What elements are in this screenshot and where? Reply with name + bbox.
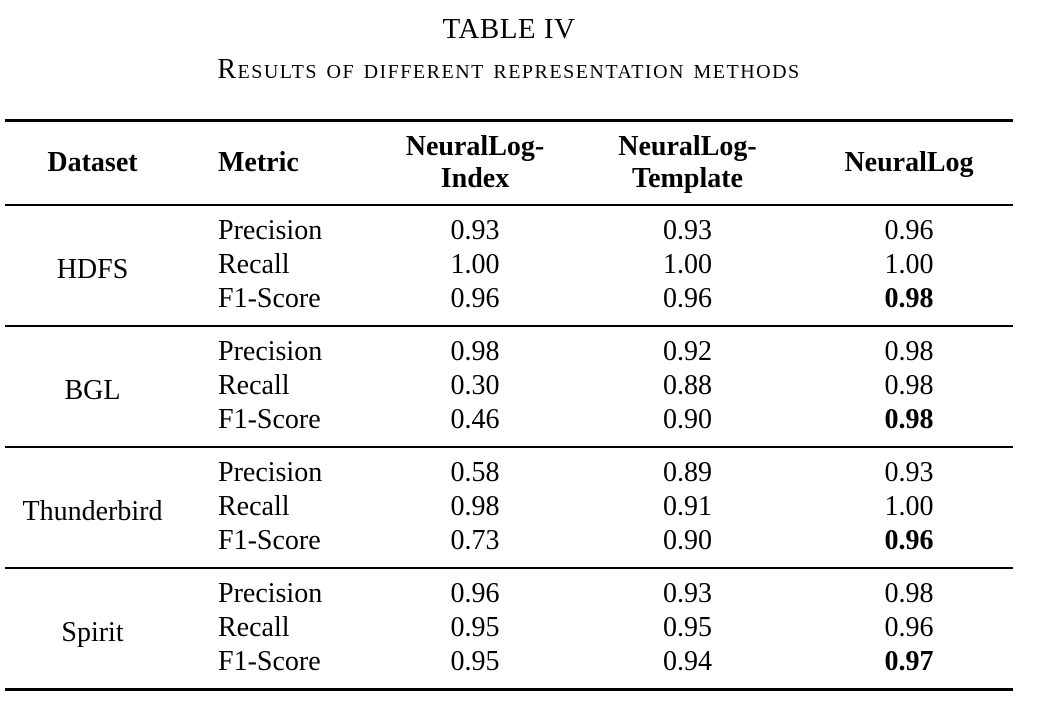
value-cell: 0.96	[884, 525, 934, 556]
col-header-neurallog-index: NeuralLog- Index	[380, 121, 570, 206]
group-bgl: BGL Precision 0.98 0.92 0.98 Recall 0.30…	[5, 326, 1013, 447]
table-subtitle: Results of different representation meth…	[217, 54, 801, 85]
table-row: F1-Score 0.73 0.90 0.96	[5, 524, 1013, 568]
group-hdfs: HDFS Precision 0.93 0.93 0.96 Recall 1.0…	[5, 205, 1013, 326]
value-cell: 0.92	[663, 336, 712, 367]
metric-label: Precision	[218, 336, 323, 367]
header-line-2: Index	[440, 163, 510, 194]
metric-label: Precision	[218, 215, 323, 246]
value-cell: 0.98	[450, 336, 500, 367]
header-line-2: Template	[632, 163, 743, 194]
table-caption: TABLE IV Results of different representa…	[5, 0, 1013, 86]
value-cell: 0.46	[450, 404, 500, 435]
col-header-neurallog-template: NeuralLog- Template	[570, 121, 805, 206]
metric-label: Recall	[218, 370, 290, 401]
dataset-label: BGL	[64, 374, 121, 406]
value-cell: 0.98	[884, 336, 934, 367]
metric-label: F1-Score	[218, 283, 321, 314]
value-cell: 0.93	[884, 457, 934, 488]
metric-label: Recall	[218, 249, 290, 280]
metric-label: F1-Score	[218, 404, 321, 435]
dataset-label: Thunderbird	[22, 495, 163, 527]
table-row: Thunderbird Precision 0.58 0.89 0.93	[5, 447, 1013, 527]
value-cell: 0.91	[663, 491, 712, 522]
metric-label: Recall	[218, 612, 290, 643]
value-cell: 0.96	[450, 578, 500, 609]
table-row: F1-Score 0.96 0.96 0.98	[5, 282, 1013, 326]
value-cell: 0.93	[450, 215, 500, 246]
value-cell: 1.00	[450, 249, 500, 280]
table-row: Recall 1.00 1.00 1.00	[5, 248, 1013, 282]
value-cell: 0.58	[450, 457, 500, 488]
header-line-1: NeuralLog-	[618, 131, 757, 162]
value-cell: 0.90	[663, 404, 712, 435]
value-cell: 0.98	[884, 404, 934, 435]
table-row: BGL Precision 0.98 0.92 0.98	[5, 326, 1013, 406]
table-row: Recall 0.30 0.88 0.98	[5, 369, 1013, 403]
results-table: Dataset Metric NeuralLog- Index NeuralLo…	[5, 119, 1013, 691]
metric-label: Recall	[218, 491, 290, 522]
metric-label: Precision	[218, 457, 323, 488]
dataset-label: HDFS	[56, 253, 129, 285]
value-cell: 0.90	[663, 525, 712, 556]
value-cell: 0.96	[663, 283, 712, 314]
value-cell: 0.89	[663, 457, 712, 488]
table-row: Recall 0.98 0.91 1.00	[5, 490, 1013, 524]
value-cell: 1.00	[884, 491, 934, 522]
group-thunderbird: Thunderbird Precision 0.58 0.89 0.93 Rec…	[5, 447, 1013, 568]
table-row: HDFS Precision 0.93 0.93 0.96	[5, 205, 1013, 285]
table-row: Recall 0.95 0.95 0.96	[5, 611, 1013, 645]
metric-label: F1-Score	[218, 646, 321, 677]
value-cell: 0.30	[450, 370, 500, 401]
dataset-label: Spirit	[61, 616, 124, 648]
value-cell: 0.98	[884, 370, 934, 401]
value-cell: 0.97	[884, 646, 934, 677]
value-cell: 0.98	[884, 283, 934, 314]
value-cell: 1.00	[884, 249, 934, 280]
value-cell: 0.98	[450, 491, 500, 522]
metric-label: Precision	[218, 578, 323, 609]
table-row: F1-Score 0.95 0.94 0.97	[5, 645, 1013, 690]
table-row: F1-Score 0.46 0.90 0.98	[5, 403, 1013, 447]
header-line-1: NeuralLog-	[405, 131, 545, 162]
col-header-dataset: Dataset	[47, 147, 138, 178]
col-header-neurallog: NeuralLog	[844, 147, 974, 178]
value-cell: 0.96	[450, 283, 500, 314]
table-row: Spirit Precision 0.96 0.93 0.98	[5, 568, 1013, 648]
value-cell: 0.88	[663, 370, 712, 401]
value-cell: 0.95	[450, 612, 500, 643]
metric-label: F1-Score	[218, 525, 321, 556]
header-row: Dataset Metric NeuralLog- Index NeuralLo…	[5, 121, 1013, 206]
group-spirit: Spirit Precision 0.96 0.93 0.98 Recall 0…	[5, 568, 1013, 690]
value-cell: 0.94	[663, 646, 712, 677]
value-cell: 0.96	[884, 612, 934, 643]
value-cell: 0.93	[663, 215, 712, 246]
value-cell: 0.93	[663, 578, 712, 609]
value-cell: 0.95	[663, 612, 712, 643]
value-cell: 0.96	[884, 215, 934, 246]
value-cell: 0.95	[450, 646, 500, 677]
table-title: TABLE IV	[442, 13, 576, 45]
col-header-metric: Metric	[218, 147, 299, 178]
value-cell: 0.98	[884, 578, 934, 609]
value-cell: 0.73	[450, 525, 500, 556]
value-cell: 1.00	[663, 249, 712, 280]
